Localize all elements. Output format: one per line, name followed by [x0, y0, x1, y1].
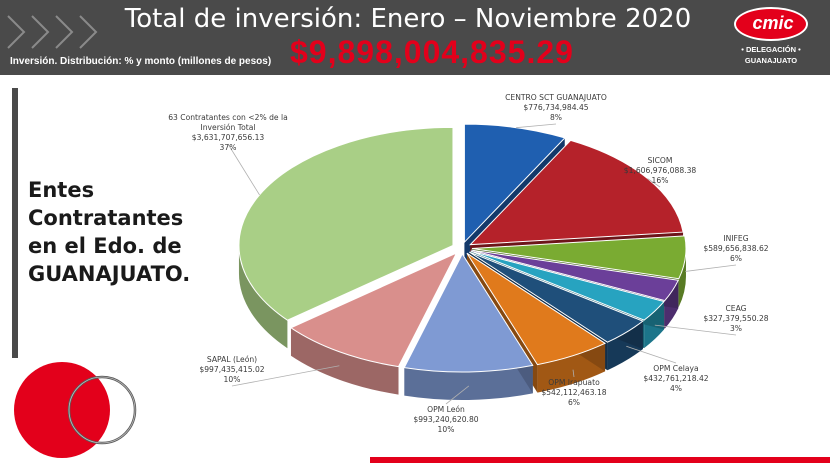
side-heading-line2: Contratantes — [28, 206, 184, 230]
pie-side-2 — [678, 248, 686, 307]
slice-label-7-1: $993,240,620.80 — [413, 415, 478, 424]
leader-line-5 — [626, 345, 677, 364]
header-bar: Total de inversión: Enero – Noviembre 20… — [0, 0, 830, 75]
pie-slice-7 — [403, 252, 534, 373]
pie-slice-8 — [289, 251, 458, 368]
pie-slice-0 — [463, 123, 566, 244]
slice-label-2-2: 6% — [730, 254, 742, 263]
slice-label-2-0: INIFEG — [723, 234, 748, 243]
slice-label-9-1: Inversión Total — [200, 123, 255, 132]
side-heading: Entes Contratantes en el Edo. de GUANAJU… — [28, 176, 190, 288]
slice-label-0-0: CENTRO SCT GUANAJUATO — [505, 93, 607, 102]
slice-label-9-0: 63 Contratantes con <2% de la — [168, 113, 288, 122]
slice-label-5-0: OPM Celaya — [653, 364, 698, 373]
pie-chart: CENTRO SCT GUANAJUATO$776,734,984.458% SI… — [168, 93, 769, 434]
slice-label-6-2: 6% — [568, 398, 580, 407]
pie-side-9 — [238, 245, 288, 349]
total-amount: $9,898,004,835.29 — [290, 34, 574, 70]
bottom-accent-bar — [370, 457, 830, 463]
logo-guanajuato: GUANAJUATO — [744, 56, 798, 65]
slice-label-0-1: $776,734,984.45 — [523, 103, 588, 112]
leader-line-1 — [647, 178, 661, 188]
pie-side-8 — [290, 327, 399, 395]
slice-label-7-0: OPM León — [427, 405, 465, 414]
slice-label-0-2: 8% — [550, 113, 562, 122]
side-accent-bar — [12, 88, 18, 358]
logo-oval: cmic — [734, 7, 808, 41]
chevrons-icon — [7, 15, 98, 49]
slice-label-8-1: $997,435,415.02 — [199, 365, 264, 374]
slice-label-2-1: $589,656,838.62 — [703, 244, 768, 253]
pie-slice-3 — [471, 249, 679, 302]
leader-line-7 — [445, 385, 470, 405]
slice-label-4-1: $327,379,550.28 — [703, 314, 768, 323]
slice-label-9-2: $3,631,707,656.13 — [192, 133, 265, 142]
side-heading-line3: en el Edo. de — [28, 234, 182, 258]
page-subtitle: Inversión. Distribución: % y monto (mill… — [10, 56, 272, 67]
slice-label-6-1: $542,112,463.18 — [541, 388, 606, 397]
slice-label-1-2: 16% — [652, 176, 669, 185]
slice-label-9-3: 37% — [220, 143, 237, 152]
logo-text: cmic — [752, 13, 794, 33]
slice-label-8-2: 10% — [224, 375, 241, 384]
slice-label-5-2: 4% — [670, 384, 682, 393]
side-heading-line1: Entes — [28, 178, 95, 202]
side-heading-line4: GUANAJUATO. — [28, 262, 191, 286]
slice-label-6-0: OPM Irapuato — [548, 378, 600, 387]
pie-side-7 — [404, 365, 533, 400]
leader-line-0 — [516, 123, 557, 129]
logo-delegacion: • DELEGACIÓN • — [741, 45, 801, 54]
leader-line-4 — [654, 324, 737, 336]
slice-label-1-0: SICOM — [648, 156, 673, 165]
page-title: Total de inversión: Enero – Noviembre 20… — [124, 4, 692, 34]
slice-label-7-2: 10% — [438, 425, 455, 434]
leader-line-8 — [231, 365, 340, 387]
leader-line-9 — [227, 143, 260, 196]
slice-label-4-2: 3% — [730, 324, 742, 333]
leader-line-2 — [685, 264, 737, 272]
slice-label-4-0: CEAG — [725, 304, 746, 313]
slice-label-8-0: SAPAL (León) — [207, 355, 257, 364]
pie-slice-6 — [466, 252, 607, 366]
decorative-circles-icon — [14, 362, 137, 458]
pie-slice-4 — [470, 250, 665, 321]
cmic-logo: cmic • DELEGACIÓN • GUANAJUATO — [718, 6, 824, 70]
slice-label-1-1: $1,606,976,088.38 — [624, 166, 697, 175]
pie-slice-2 — [471, 235, 687, 280]
leader-line-6 — [572, 369, 575, 378]
pie-slice-5 — [469, 251, 644, 343]
slice-label-5-1: $432,761,218.42 — [643, 374, 708, 383]
